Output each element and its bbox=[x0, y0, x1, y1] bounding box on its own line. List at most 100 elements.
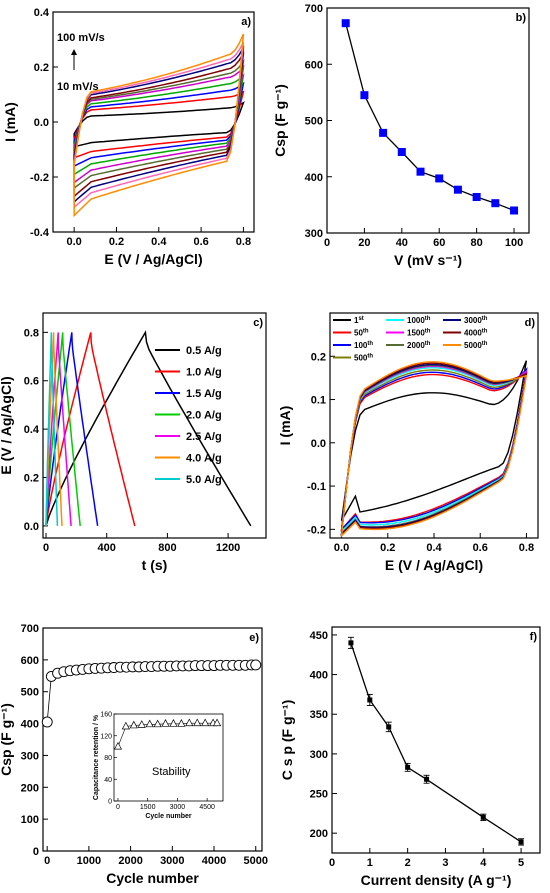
x-tick-label: 60 bbox=[433, 237, 445, 249]
x-tick-label: 5 bbox=[518, 857, 524, 869]
x-tick-label: 5000 bbox=[244, 855, 268, 867]
x-tick-label: 4000 bbox=[202, 855, 226, 867]
x-tick-label: 400 bbox=[98, 542, 116, 554]
y-tick-label: 250 bbox=[310, 789, 328, 801]
gcd-curve bbox=[45, 332, 72, 526]
inset-frame bbox=[113, 713, 224, 802]
inset-y-tick-label: 80 bbox=[104, 755, 112, 762]
x-tick-label: 20 bbox=[358, 237, 370, 249]
y-tick-label: -0.1 bbox=[307, 481, 326, 493]
legend-label: 2000th bbox=[407, 341, 431, 350]
data-point bbox=[472, 193, 481, 201]
gcd-curve bbox=[45, 332, 81, 526]
y-tick-label: 0.0 bbox=[24, 521, 39, 533]
legend-cycle: 50 bbox=[354, 329, 363, 338]
data-point bbox=[405, 764, 411, 770]
legend-label: 1500th bbox=[407, 329, 431, 338]
y-tick-label: 0.8 bbox=[24, 327, 39, 339]
plot-frame bbox=[42, 312, 267, 539]
inset-y-tick-label: 0 bbox=[108, 799, 112, 806]
legend-label: 50th bbox=[354, 329, 369, 338]
legend-label: 100th bbox=[354, 341, 373, 350]
y-tick-label: 300 bbox=[305, 228, 323, 240]
legend-label: 4000th bbox=[464, 329, 488, 338]
legend-superscript: th bbox=[482, 341, 488, 347]
legend-superscript: th bbox=[425, 341, 431, 347]
legend-superscript: th bbox=[367, 354, 373, 360]
legend-superscript: th bbox=[425, 316, 431, 322]
panel-d: 0.0 0.2 0.4 0.6 0.8 -0.2 -0.1 0.0 0.1 0.2 E (V / A… bbox=[277, 312, 539, 573]
legend-superscript: th bbox=[367, 341, 373, 347]
panel-f: 0 1 2 3 4 5 200 250 300 350 400 450 Current density … bbox=[279, 626, 541, 888]
legend-cycle: 5000 bbox=[464, 341, 482, 350]
plot-frame bbox=[42, 627, 263, 852]
data-point bbox=[386, 724, 392, 730]
legend-superscript: th bbox=[482, 316, 488, 322]
x-tick-label: 0.6 bbox=[473, 542, 488, 554]
y-tick-label: 0.2 bbox=[311, 351, 326, 363]
legend-label: 2.5 A/g bbox=[186, 431, 222, 443]
y-tick-label: 300 bbox=[21, 750, 39, 762]
inset-y-tick-label: 40 bbox=[104, 777, 112, 784]
inset-point bbox=[177, 719, 186, 727]
inset-point bbox=[129, 720, 138, 729]
y-tick-label: 400 bbox=[310, 670, 328, 682]
legend-cycle: 100 bbox=[354, 341, 368, 350]
data-point bbox=[491, 199, 500, 208]
x-tick-label: 2 bbox=[405, 857, 411, 869]
data-point bbox=[379, 128, 388, 137]
y-tick-label: -0.2 bbox=[307, 524, 326, 536]
x-tick-label: 4 bbox=[480, 857, 487, 869]
y-tick-label: 500 bbox=[21, 687, 39, 699]
legend-superscript: th bbox=[425, 329, 431, 335]
x-axis-label: E (V / Ag/AgCl) bbox=[385, 557, 483, 573]
x-tick-label: 3 bbox=[442, 857, 448, 869]
y-tick-label: 600 bbox=[21, 655, 39, 667]
x-tick-label: 2000 bbox=[118, 855, 142, 867]
gcd-curve bbox=[45, 332, 136, 527]
legend-label: 5000th bbox=[464, 341, 488, 350]
y-tick-label: 450 bbox=[310, 630, 328, 642]
y-tick-label: 700 bbox=[305, 3, 323, 15]
x-tick-label: 100 bbox=[505, 237, 523, 249]
inset-x-label: Cycle number bbox=[145, 813, 192, 820]
data-point bbox=[480, 814, 486, 820]
data-point bbox=[360, 91, 369, 100]
y-tick-label: 0.0 bbox=[34, 117, 49, 129]
x-axis-label: V (mV s⁻¹) bbox=[394, 252, 462, 268]
inset-x-tick-label: 4500 bbox=[199, 804, 215, 811]
legend-cycle: 1000 bbox=[407, 316, 425, 325]
y-tick-label: 0.2 bbox=[34, 62, 49, 74]
inset-point bbox=[212, 718, 222, 727]
y-tick-label: -0.2 bbox=[30, 172, 49, 184]
inset-point bbox=[201, 718, 210, 727]
legend-superscript: th bbox=[482, 329, 488, 335]
data-point bbox=[341, 19, 350, 28]
y-tick-label: 500 bbox=[305, 116, 323, 128]
inset-title: Stability bbox=[152, 766, 191, 778]
panel-label: d) bbox=[525, 317, 536, 329]
legend-label: 1st bbox=[354, 316, 364, 325]
y-tick-label: 0.4 bbox=[24, 424, 40, 436]
y-tick-label: 600 bbox=[305, 59, 323, 71]
y-tick-label: 100 bbox=[21, 814, 39, 826]
legend-cycle: 4000 bbox=[464, 329, 482, 338]
y-tick-label: 200 bbox=[21, 782, 39, 794]
y-tick-label: 200 bbox=[310, 828, 328, 840]
x-tick-label: 80 bbox=[471, 237, 483, 249]
data-point bbox=[518, 839, 524, 845]
x-axis-label: t (s) bbox=[142, 557, 168, 573]
x-tick-label: 0.0 bbox=[334, 542, 349, 554]
legend-cycle: 1500 bbox=[407, 329, 425, 338]
cv-curve bbox=[73, 73, 245, 176]
legend-superscript: th bbox=[363, 329, 369, 335]
inset-point bbox=[113, 741, 123, 750]
cv-cycle-curve bbox=[340, 361, 528, 538]
inset: 0 1500 3000 4500 0 40 80 120 160 Stability Cycle n… bbox=[93, 712, 224, 820]
cv-cycle-curve bbox=[340, 367, 528, 532]
cv-cycle-curve bbox=[340, 360, 528, 522]
y-tick-label: 400 bbox=[21, 719, 39, 731]
inset-point bbox=[137, 720, 146, 728]
x-tick-label: 0.8 bbox=[236, 236, 251, 248]
legend-label: 5.0 A/g bbox=[186, 474, 222, 486]
